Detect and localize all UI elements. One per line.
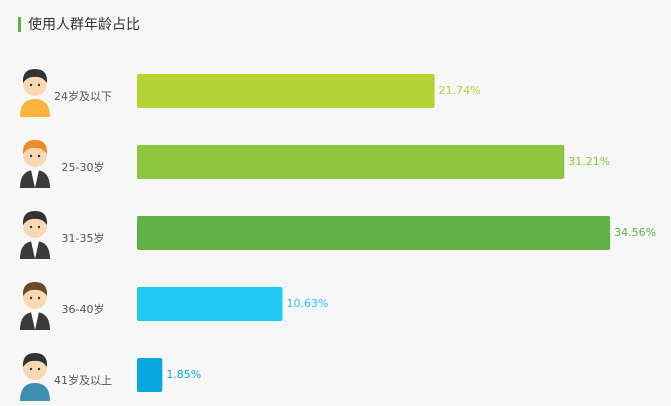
avatar-collar [31, 312, 39, 330]
category-label: 31-35岁 [62, 231, 105, 245]
avatar-body [20, 383, 50, 401]
avatar-icon [20, 69, 50, 117]
avatar-face [23, 356, 47, 380]
category-label: 24岁及以下 [54, 89, 112, 103]
bar [137, 145, 565, 179]
avatar-eye [37, 83, 41, 87]
category-label: 36-40岁 [62, 302, 105, 316]
category-label: 41岁及以上 [54, 373, 112, 387]
avatar-eye [29, 296, 33, 300]
avatar-eye [29, 83, 33, 87]
avatar-eye [37, 154, 41, 158]
avatar-face [23, 72, 47, 96]
avatar-hair [22, 211, 48, 225]
avatar-icon [20, 140, 50, 188]
value-label: 21.74% [439, 84, 481, 97]
avatar-face [23, 285, 47, 309]
avatar-collar [31, 241, 39, 259]
value-label: 10.63% [287, 297, 329, 310]
category-label: 25-30岁 [62, 160, 105, 174]
bar [137, 74, 435, 108]
chart-title: 使用人群年龄占比 [28, 16, 140, 33]
avatar-eye [37, 225, 41, 229]
avatar-hair [22, 69, 48, 83]
avatar-eye [37, 296, 41, 300]
avatar-eye [29, 154, 33, 158]
value-label: 31.21% [568, 155, 610, 168]
avatar-icon [20, 211, 50, 259]
avatar-face [23, 143, 47, 167]
value-label: 34.56% [614, 226, 656, 239]
avatar-eye [29, 225, 33, 229]
avatar-collar [31, 170, 39, 188]
avatar-hair [22, 140, 48, 154]
bar [137, 287, 283, 321]
avatar-body [20, 99, 50, 117]
avatar-icon [20, 282, 50, 330]
avatar-eye [37, 367, 41, 371]
bar [137, 358, 163, 392]
value-label: 1.85% [166, 368, 201, 381]
title-marker [18, 17, 21, 32]
avatar-icon [20, 353, 50, 401]
avatar-hair [22, 353, 48, 367]
avatar-eye [29, 367, 33, 371]
bar [137, 216, 611, 250]
avatar-face [23, 214, 47, 238]
avatar-hair [22, 282, 48, 296]
